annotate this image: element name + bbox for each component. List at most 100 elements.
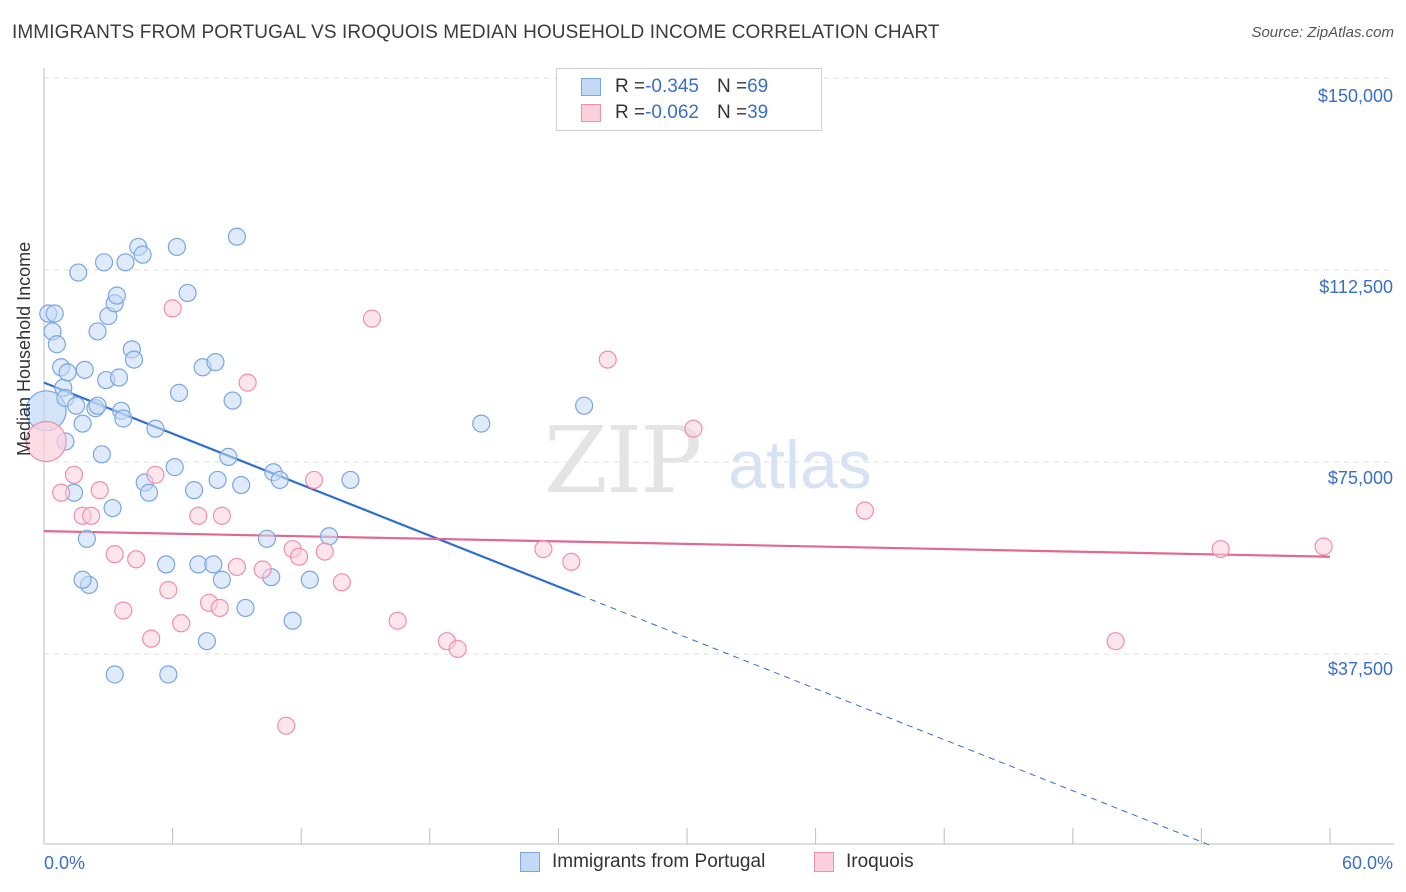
point-portugal	[236, 598, 255, 618]
point-portugal	[300, 570, 319, 589]
point-iroquois	[562, 552, 581, 571]
point-portugal	[169, 383, 189, 402]
point-iroquois	[105, 545, 124, 564]
point-portugal	[124, 350, 144, 369]
point-iroquois	[388, 611, 407, 630]
point-portugal	[167, 237, 186, 257]
x-tick-label-min: 0.0%	[44, 853, 86, 873]
point-portugal	[319, 527, 339, 546]
point-iroquois	[315, 542, 334, 561]
point-iroquois	[1314, 537, 1333, 556]
point-portugal	[219, 447, 238, 466]
legend-n-value: 69	[747, 76, 769, 97]
point-portugal	[105, 665, 124, 684]
point-iroquois	[304, 470, 324, 490]
point-portugal	[58, 363, 77, 382]
point-portugal	[208, 470, 227, 490]
grid-lines	[44, 77, 1394, 655]
point-portugal	[107, 286, 126, 305]
point-iroquois	[534, 539, 553, 559]
point-portugal	[146, 419, 165, 438]
y-tick-label: $75,000	[1327, 468, 1393, 488]
legend-row-portugal: R = -0.345 N = 69	[581, 75, 768, 99]
point-portugal	[184, 481, 204, 500]
point-iroquois	[64, 465, 84, 484]
bottom-legend-swatch-iroquois	[814, 852, 834, 872]
point-portugal	[88, 322, 107, 341]
point-portugal	[116, 253, 135, 272]
point-iroquois	[172, 614, 191, 633]
point-portugal	[109, 368, 129, 387]
correlation-legend: R = -0.345 N = 69 R = -0.062 N = 39	[556, 68, 822, 131]
point-iroquois	[362, 309, 382, 328]
y-tick-label: $37,500	[1327, 659, 1393, 679]
chart-title: IMMIGRANTS FROM PORTUGAL VS IROQUOIS MED…	[12, 22, 940, 43]
point-portugal	[227, 227, 246, 246]
point-portugal	[575, 396, 594, 415]
point-portugal	[88, 396, 107, 415]
point-iroquois	[90, 481, 109, 500]
legend-r-label: R =	[615, 76, 646, 97]
point-portugal	[73, 414, 92, 433]
point-portugal	[114, 409, 133, 428]
point-portugal	[223, 391, 242, 410]
point-portugal	[67, 396, 86, 415]
point-portugal	[133, 245, 152, 264]
legend-r-value: -0.062	[645, 102, 699, 123]
point-portugal	[232, 475, 251, 495]
legend-r-label: R =	[615, 102, 646, 123]
point-iroquois	[189, 506, 208, 525]
point-iroquois	[598, 350, 617, 369]
point-iroquois	[159, 580, 178, 600]
bottom-legend-label-portugal: Immigrants from Portugal	[552, 851, 766, 872]
point-iroquois	[52, 483, 71, 502]
y-tick-label: $150,000	[1317, 86, 1393, 106]
point-iroquois	[1211, 539, 1230, 559]
watermark: ZIP atlas	[544, 407, 872, 514]
point-iroquois	[114, 601, 133, 620]
point-portugal	[257, 529, 277, 548]
bottom-legend-label-iroquois: Iroquois	[846, 851, 914, 872]
point-iroquois	[227, 557, 246, 577]
watermark-zip: ZIP	[544, 407, 700, 514]
point-portugal	[165, 458, 184, 477]
legend-r-value: -0.345	[645, 76, 699, 97]
trend-line-extension	[579, 594, 1213, 847]
bottom-legend-swatch-portugal	[520, 852, 540, 872]
legend-n-label: N =	[716, 102, 748, 123]
point-iroquois	[210, 598, 229, 618]
point-iroquois	[289, 547, 309, 566]
data-points	[25, 227, 1333, 735]
legend-n-label: N =	[716, 76, 748, 97]
y-tick-label: $112,500	[1319, 277, 1393, 297]
point-iroquois	[277, 716, 296, 735]
legend-row-iroquois: R = -0.062 N = 39	[581, 101, 768, 125]
point-portugal	[472, 414, 491, 433]
point-portugal	[103, 498, 122, 518]
point-iroquois	[855, 501, 874, 520]
point-iroquois	[25, 420, 67, 463]
point-iroquois	[142, 629, 161, 648]
point-portugal	[92, 445, 111, 464]
point-portugal	[270, 470, 289, 490]
point-portugal	[206, 353, 225, 372]
point-iroquois	[127, 550, 146, 569]
point-iroquois	[82, 506, 101, 525]
point-portugal	[341, 470, 360, 490]
point-iroquois	[684, 419, 703, 438]
point-portugal	[75, 360, 94, 379]
trend-line	[43, 530, 1331, 558]
watermark-atlas: atlas	[728, 427, 872, 503]
point-portugal	[94, 253, 114, 272]
point-iroquois	[448, 639, 467, 658]
point-portugal	[178, 283, 197, 303]
trend-lines	[43, 381, 1331, 847]
source-label: Source: ZipAtlas.com	[1251, 24, 1394, 41]
point-portugal	[197, 632, 216, 651]
legend-swatch-portugal	[581, 78, 601, 96]
bottom-legend-portugal: Immigrants from Portugal	[520, 851, 765, 873]
point-portugal	[157, 555, 176, 574]
point-iroquois	[163, 299, 182, 318]
point-iroquois	[212, 506, 231, 525]
